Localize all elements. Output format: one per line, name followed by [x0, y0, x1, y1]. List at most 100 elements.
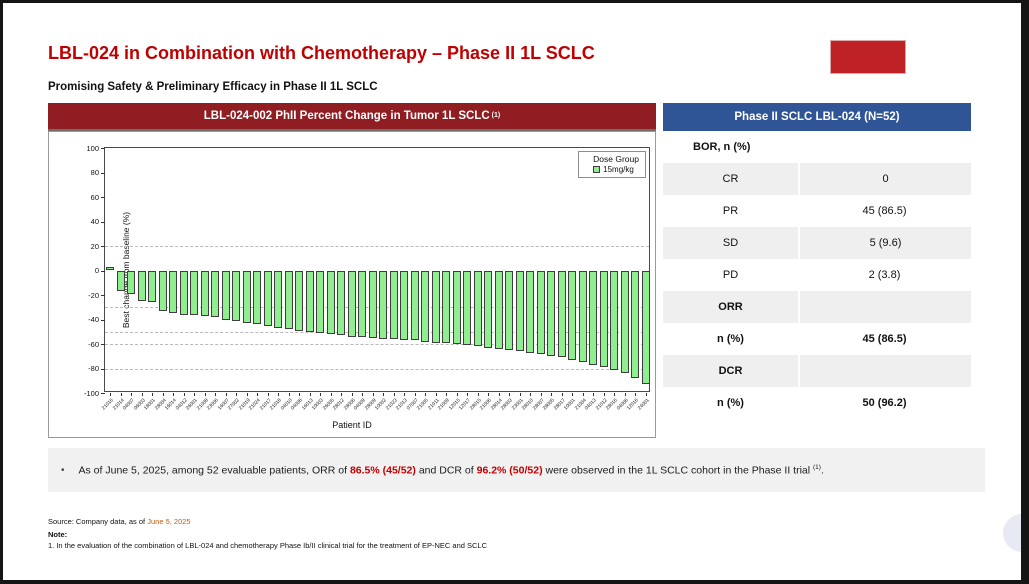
- chart-header-superscript: (1): [491, 111, 501, 119]
- chart-panel-header: LBL-024-002 PhII Percent Change in Tumor…: [48, 103, 656, 131]
- x-tick-mark: [341, 393, 343, 396]
- x-tick-mark: [183, 393, 185, 396]
- table-row-value: 0: [798, 163, 971, 195]
- waterfall-bar: [106, 266, 115, 271]
- waterfall-bar: [641, 270, 650, 385]
- waterfall-bar: [389, 270, 398, 340]
- waterfall-bar: [526, 270, 535, 353]
- waterfall-bar: [536, 270, 545, 354]
- waterfall-bar: [200, 270, 209, 316]
- y-tick-mark: [101, 246, 105, 247]
- waterfall-bar: [568, 270, 577, 360]
- waterfall-bar: [452, 270, 461, 344]
- x-tick-mark: [645, 393, 647, 396]
- y-tick-label: -100: [83, 388, 99, 398]
- y-tick-mark: [101, 148, 105, 149]
- table-row: CR 0: [663, 163, 971, 195]
- waterfall-bar: [326, 270, 335, 335]
- waterfall-bar: [410, 270, 419, 341]
- x-tick-mark: [635, 393, 637, 396]
- waterfall-bar: [421, 270, 430, 342]
- waterfall-bar: [368, 270, 377, 338]
- callout-segment: were observed in the 1L SCLC cohort in t…: [542, 464, 813, 477]
- waterfall-bar: [274, 270, 283, 329]
- waterfall-bar: [400, 270, 409, 341]
- y-tick-label: 100: [86, 143, 99, 153]
- waterfall-bar: [284, 270, 293, 330]
- x-tick-mark: [488, 393, 490, 396]
- y-tick-mark: [101, 368, 105, 370]
- waterfall-bar: [347, 270, 356, 337]
- waterfall-bar: [358, 270, 367, 337]
- y-tick-mark: [101, 197, 105, 198]
- x-tick-mark: [131, 393, 133, 396]
- y-tick-mark: [101, 172, 105, 174]
- table-row: PR 45 (86.5): [663, 195, 971, 227]
- table-row-value: 2 (3.8): [868, 269, 901, 281]
- floating-widget-button[interactable]: [1003, 514, 1021, 552]
- waterfall-bar: [316, 270, 325, 333]
- legend-item-label: 15mg/kg: [603, 165, 634, 174]
- x-tick-mark: [509, 393, 511, 396]
- x-tick-mark: [519, 393, 521, 396]
- y-tick-mark: [101, 295, 105, 296]
- x-tick-mark: [383, 393, 385, 396]
- x-tick-mark: [215, 393, 217, 396]
- waterfall-bar: [599, 270, 608, 368]
- waterfall-bar: [242, 270, 251, 324]
- callout-segment: (1): [813, 463, 821, 471]
- y-tick-label: 80: [90, 168, 99, 177]
- page-title: LBL-024 in Combination with Chemotherapy…: [48, 43, 595, 63]
- waterfall-bar: [137, 270, 146, 302]
- table-row-value: [798, 291, 971, 323]
- table-row-value: [798, 355, 971, 387]
- callout-segment: As of June 5, 2025, among 52 evaluable p…: [78, 464, 350, 477]
- reference-line: [105, 307, 649, 309]
- source-date: June 5, 2025: [147, 517, 191, 526]
- waterfall-bar: [179, 270, 188, 315]
- waterfall-bar: [610, 270, 619, 370]
- x-tick-mark: [404, 393, 406, 396]
- x-tick-mark: [162, 393, 164, 396]
- table-row-value: 45 (86.5): [862, 205, 907, 217]
- x-tick-mark: [152, 393, 154, 396]
- table-row-value: 50 (96.2): [862, 397, 907, 409]
- legend-title: Dose Group: [593, 154, 639, 164]
- x-tick-mark: [120, 393, 122, 396]
- callout-segment: 86.5% (45/52): [349, 464, 416, 477]
- source-prefix: Source: Company data, as of: [48, 517, 148, 526]
- waterfall-bar: [547, 270, 556, 357]
- waterfall-bar: [190, 270, 199, 315]
- x-tick-mark: [110, 393, 112, 396]
- table-row-label: n (%): [717, 397, 744, 409]
- callout-segment: .: [820, 464, 824, 477]
- x-tick-mark: [467, 393, 469, 396]
- x-tick-mark: [351, 393, 353, 396]
- x-axis-label: Patient ID: [332, 420, 372, 430]
- x-tick-mark: [498, 393, 500, 396]
- legend-swatch-icon: [593, 166, 601, 173]
- x-tick-mark: [614, 393, 616, 396]
- reference-line: [105, 246, 649, 247]
- x-tick-mark: [141, 393, 143, 396]
- waterfall-bar: [463, 270, 472, 346]
- x-tick-mark: [225, 393, 227, 396]
- table-row-label: DCR: [663, 355, 798, 387]
- x-tick-mark: [288, 393, 290, 396]
- waterfall-bar: [431, 270, 440, 343]
- waterfall-chart: Best change from baseline (%) Dose Group…: [48, 131, 656, 438]
- waterfall-bar: [116, 270, 125, 292]
- x-tick-mark: [204, 393, 206, 396]
- waterfall-bar: [379, 270, 388, 340]
- x-tick-mark: [593, 393, 595, 396]
- table-row: ORR: [663, 291, 971, 323]
- x-tick-mark: [435, 393, 437, 396]
- x-tick-mark: [561, 393, 563, 396]
- table-row: BOR, n (%): [663, 131, 971, 163]
- x-tick-mark: [173, 393, 175, 396]
- table-row-label: n (%): [717, 333, 744, 345]
- plot-area: Best change from baseline (%) Dose Group…: [84, 144, 650, 412]
- reference-line: [105, 368, 649, 370]
- waterfall-bar: [589, 270, 598, 365]
